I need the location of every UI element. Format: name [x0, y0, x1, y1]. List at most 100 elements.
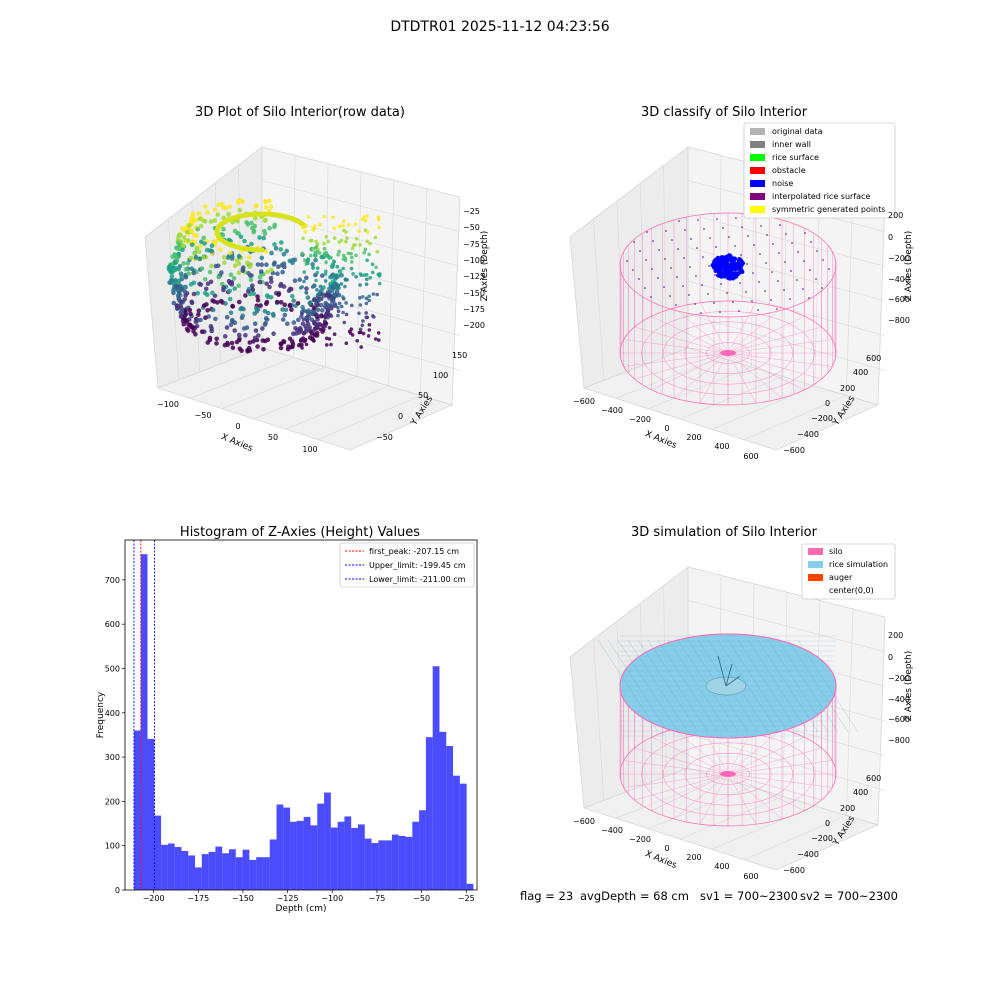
raw-point — [264, 262, 269, 268]
raw-point — [324, 235, 329, 239]
raw-point — [324, 250, 329, 255]
histogram-bar — [310, 825, 318, 890]
silo-floor-spoke — [727, 747, 822, 775]
raw-point — [255, 333, 261, 338]
raw-point — [308, 328, 313, 334]
interpolated-point — [663, 286, 665, 288]
classify-z-tick: 200 — [888, 211, 903, 220]
raw-z-tick: −75 — [463, 240, 480, 249]
interpolated-point — [803, 260, 805, 262]
raw-point — [218, 298, 224, 304]
simulation-x-label: X Axies — [643, 849, 678, 871]
interpolated-point — [741, 226, 743, 228]
interpolated-point — [776, 308, 778, 310]
raw-point — [311, 266, 315, 270]
silo-floor-spoke — [699, 773, 729, 825]
histogram-x-tick-label: −125 — [277, 894, 299, 903]
raw-point — [368, 276, 373, 280]
raw-point — [336, 305, 340, 310]
interpolated-point — [632, 269, 634, 271]
interpolated-point — [702, 256, 704, 258]
raw-point — [278, 345, 284, 351]
raw-point — [350, 255, 354, 260]
raw-point — [231, 276, 237, 281]
raw-point — [311, 285, 315, 289]
raw-point — [214, 336, 219, 342]
raw-point — [361, 331, 366, 336]
raw-point — [259, 255, 265, 261]
raw-point — [298, 339, 303, 343]
raw-point — [317, 298, 321, 303]
raw-point — [245, 260, 250, 266]
raw-point — [215, 263, 221, 269]
gridline — [687, 734, 886, 791]
gridline — [388, 180, 395, 387]
histogram-bar — [453, 775, 460, 890]
raw-point — [330, 289, 335, 293]
raw-point — [278, 283, 283, 289]
raw-point — [268, 204, 274, 209]
raw-point — [208, 279, 214, 285]
gridline — [711, 805, 815, 850]
gridline — [325, 163, 329, 368]
interpolated-point — [745, 291, 747, 293]
raw-point — [236, 283, 241, 289]
raw-point — [228, 310, 234, 316]
raw-point — [318, 302, 324, 308]
raw-point — [225, 340, 230, 346]
raw-z-tick: −100 — [463, 256, 485, 265]
simulation-3d-panel: 3D simulation of Silo Interior silo rice… — [569, 525, 914, 881]
raw-point — [251, 291, 257, 297]
raw-point — [290, 344, 295, 350]
legend-label-auger: auger — [829, 573, 853, 582]
raw-point — [194, 233, 200, 239]
raw-point — [238, 306, 243, 312]
legend-label-symmetric-generated-points: symmetric generated points — [772, 205, 885, 214]
raw-point — [303, 329, 309, 334]
raw-point — [292, 278, 298, 284]
raw-point — [264, 301, 269, 307]
interpolated-point — [703, 228, 705, 230]
raw-point — [250, 287, 256, 293]
raw-point — [305, 295, 311, 300]
raw-point — [347, 223, 351, 227]
raw-point — [285, 321, 290, 327]
raw-point — [323, 319, 327, 323]
histogram-x-tick-label: −100 — [321, 894, 343, 903]
histogram-bar — [181, 851, 189, 890]
raw-point — [297, 277, 303, 283]
raw-point — [358, 283, 362, 287]
interpolated-point — [676, 276, 678, 278]
noise-point — [717, 264, 722, 269]
footer-avg-depth: avgDepth = 68 cm — [580, 889, 689, 903]
raw-point — [372, 315, 376, 319]
interpolated-point — [694, 303, 696, 305]
histogram-bar — [446, 746, 454, 890]
raw-point — [354, 253, 358, 258]
raw-point — [228, 322, 234, 328]
raw-point — [323, 324, 328, 329]
raw-point — [224, 314, 230, 320]
raw-x-tick-labels: −100 −50 0 50 100 — [157, 400, 318, 454]
raw-point — [344, 239, 348, 244]
classify-z-tick: −400 — [888, 275, 910, 284]
interpolated-point — [726, 292, 728, 294]
interpolated-point — [752, 272, 754, 274]
raw-point — [248, 277, 254, 283]
raw-point — [230, 254, 235, 259]
interpolated-point — [758, 281, 760, 283]
rice-spike — [725, 663, 733, 687]
raw-point — [178, 271, 184, 277]
raw-point — [253, 204, 259, 209]
histogram-axes-frame — [124, 539, 478, 891]
raw-point — [331, 275, 336, 280]
interpolated-point — [638, 278, 640, 280]
gridline — [214, 182, 221, 365]
raw-z-tick: −125 — [463, 272, 485, 281]
raw-point — [344, 312, 349, 317]
legend-label-lower-limit: Lower_limit: -211.00 cm — [369, 575, 466, 584]
silo-floor-spoke — [673, 307, 729, 354]
raw-point — [315, 250, 320, 254]
simulation-x-tick: 400 — [714, 862, 729, 871]
raw-panel-title: 3D Plot of Silo Interior(row data) — [195, 105, 405, 120]
